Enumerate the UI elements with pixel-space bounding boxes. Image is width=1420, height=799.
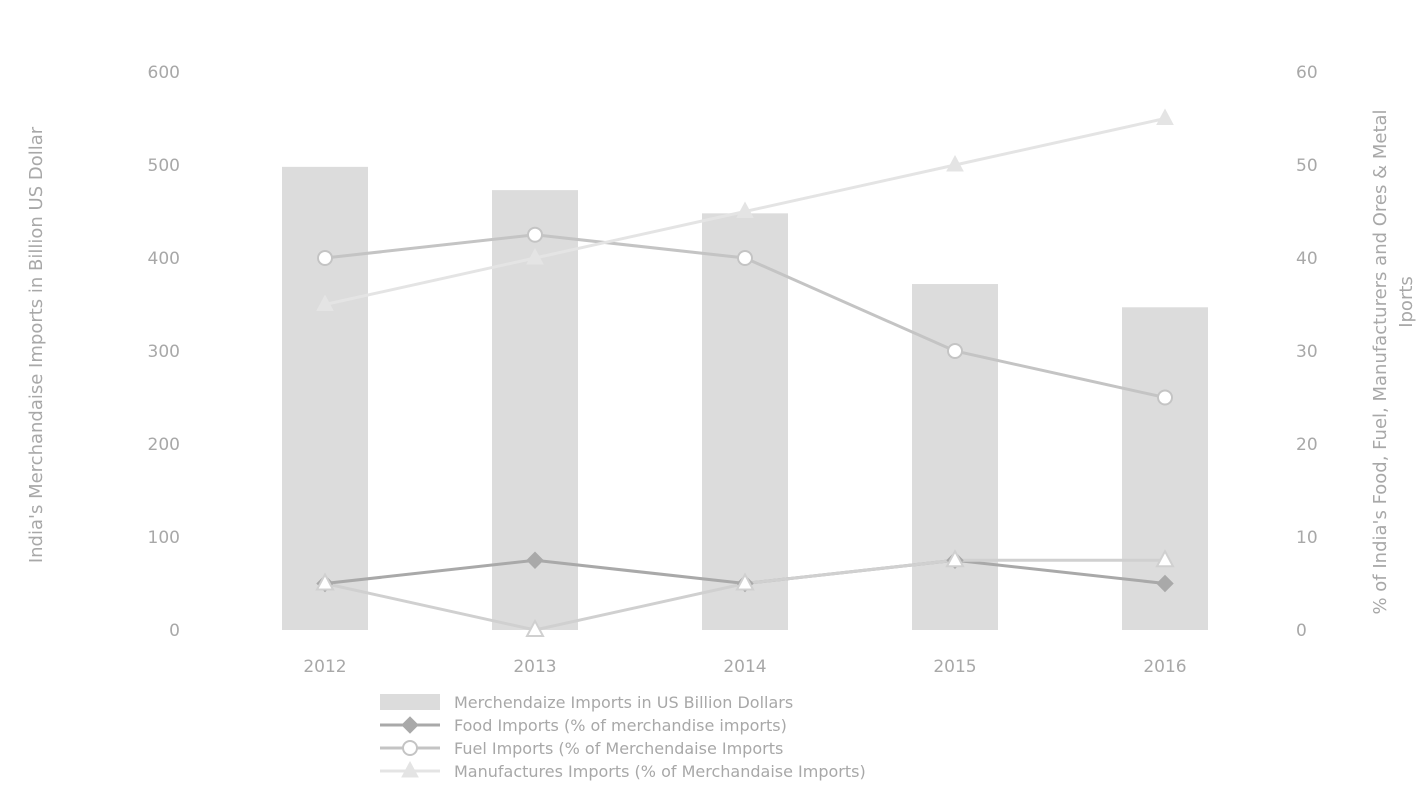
right-tick-label: 50	[1296, 156, 1318, 176]
point-circle-2013	[527, 226, 543, 243]
point-triangle-outline-2013	[525, 618, 545, 637]
right-tick-label: 10	[1296, 528, 1318, 548]
point-triangle-2015	[946, 154, 964, 172]
legend-marker-diamond	[401, 716, 419, 734]
right-tick-label: 0	[1296, 621, 1307, 641]
right-tick-label: 30	[1296, 342, 1318, 362]
left-tick-label: 600	[148, 63, 180, 83]
legend-marker-triangle	[401, 760, 419, 778]
legend-swatch	[380, 694, 440, 710]
point-circle-2016	[1157, 389, 1173, 406]
bar-2012	[282, 166, 368, 631]
legend-label: Food Imports (% of merchandise imports)	[454, 716, 787, 735]
left-tick-label: 400	[148, 249, 180, 269]
right-tick-label: 60	[1296, 63, 1318, 83]
legend-label: Manufactures Imports (% of Merchandaise …	[454, 762, 866, 781]
markers-layer	[315, 108, 1175, 637]
left-axis-title: India's Merchandaise Imports in Billion …	[26, 126, 47, 563]
point-triangle-outline-2014	[735, 572, 755, 591]
legend-item: Merchendaize Imports in US Billion Dolla…	[380, 693, 793, 712]
legend-item: Manufactures Imports (% of Merchandaise …	[380, 760, 866, 781]
right-axis-title-line1: % of India's Food, Fuel, Manufacturers a…	[1370, 109, 1391, 614]
legend-item: Food Imports (% of merchandise imports)	[380, 716, 787, 735]
left-tick-label: 100	[148, 528, 180, 548]
legend: Merchendaize Imports in US Billion Dolla…	[380, 693, 866, 781]
legend-item: Fuel Imports (% of Merchendaise Imports	[380, 739, 783, 758]
right-tick-label: 20	[1296, 435, 1318, 455]
x-tick-label: 2014	[723, 657, 766, 677]
right-tick-label: 40	[1296, 249, 1318, 269]
legend-label: Merchendaize Imports in US Billion Dolla…	[454, 693, 793, 712]
left-tick-label: 500	[148, 156, 180, 176]
legend-label: Fuel Imports (% of Merchendaise Imports	[454, 739, 783, 758]
point-triangle-2016	[1156, 108, 1174, 125]
point-triangle-2013	[526, 247, 544, 265]
bar-2014	[702, 213, 788, 631]
point-circle-2015	[947, 343, 963, 359]
point-diamond-2016	[1156, 574, 1174, 593]
point-triangle-outline-2015	[945, 549, 965, 568]
left-axis-ticks: 0 100 200 300 400 500 600	[148, 63, 180, 641]
point-triangle-2012	[316, 294, 334, 311]
left-tick-label: 0	[169, 621, 180, 641]
legend-marker-circle	[402, 740, 418, 756]
point-circle-2012	[317, 250, 333, 266]
x-tick-label: 2013	[513, 657, 556, 677]
right-axis-title-line2: Iports	[1396, 276, 1417, 328]
x-tick-label: 2016	[1143, 657, 1186, 677]
left-tick-label: 200	[148, 435, 180, 455]
point-triangle-outline-2012	[315, 572, 335, 591]
point-triangle-2014	[736, 201, 754, 218]
bar-2015	[912, 284, 998, 630]
point-triangle-outline-2016	[1155, 549, 1175, 568]
right-axis-ticks: 0 10 20 30 40 50 60	[1296, 63, 1318, 641]
x-tick-label: 2012	[303, 657, 346, 677]
x-tick-label: 2015	[933, 657, 976, 677]
left-tick-label: 300	[148, 342, 180, 362]
x-axis-ticks: 2012 2013 2014 2015 2016	[303, 657, 1186, 677]
point-circle-2014	[737, 250, 753, 266]
point-diamond-2013	[526, 551, 544, 569]
